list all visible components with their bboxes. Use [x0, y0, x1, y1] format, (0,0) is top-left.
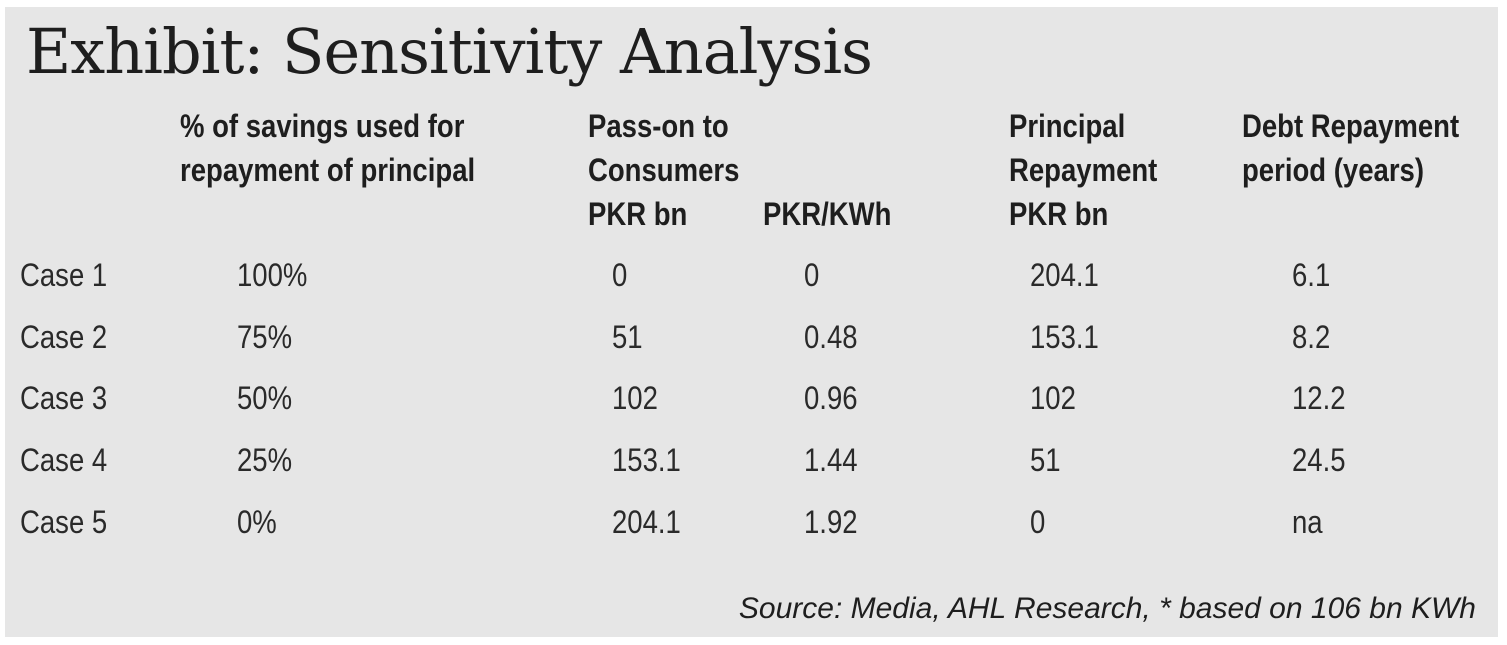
principal-repayment-cell: 153.1: [1030, 319, 1099, 355]
case-label: Case 5: [20, 504, 108, 540]
header-pass-on-group: Pass-on to Consumers PKR bn: [588, 104, 739, 236]
pass-on-pkr-bn-cell: 51: [612, 319, 643, 355]
pct-savings-cell: 0%: [237, 504, 277, 540]
pass-on-pkr-bn-cell: 102: [612, 380, 658, 416]
debt-period-cell: 12.2: [1292, 380, 1346, 416]
pass-on-pkr-bn-cell: 0: [612, 257, 628, 293]
pct-savings-cell: 100%: [237, 257, 308, 293]
header-pass-on-line-2: Consumers: [588, 152, 740, 188]
source-note: Source: Media, AHL Research, * based on …: [738, 592, 1476, 625]
pass-on-pkr-bn-cell: 153.1: [612, 442, 681, 478]
exhibit-title: Exhibit: Sensitivity Analysis: [26, 15, 873, 88]
debt-period-cell: 24.5: [1292, 442, 1346, 478]
header-debt-period: Debt Repayment period (years): [1242, 104, 1459, 192]
case-label: Case 1: [20, 257, 108, 293]
header-principal-repayment: Principal Repayment PKR bn: [1009, 104, 1157, 236]
case-label: Case 4: [20, 442, 108, 478]
header-pass-on-pkr-kwh: PKR/KWh: [763, 192, 891, 236]
debt-period-cell: 6.1: [1292, 257, 1331, 293]
header-pct-savings-line-1: % of savings used for: [180, 108, 465, 144]
pass-on-pkr-bn-cell: 204.1: [612, 504, 681, 540]
header-principal-line-2: Repayment: [1009, 152, 1158, 188]
header-pass-on-pkr-bn: PKR bn: [588, 196, 688, 232]
debt-period-cell: na: [1292, 504, 1323, 540]
principal-repayment-cell: 102: [1030, 380, 1076, 416]
header-debt-period-line-1: Debt Repayment: [1242, 108, 1460, 144]
header-pct-savings: % of savings used for repayment of princ…: [180, 104, 475, 192]
header-pct-savings-line-2: repayment of principal: [180, 152, 476, 188]
principal-repayment-cell: 0: [1030, 504, 1046, 540]
principal-repayment-cell: 51: [1030, 442, 1061, 478]
header-pkr-kwh-label: PKR/KWh: [763, 196, 892, 232]
pass-on-pkr-kwh-cell: 1.92: [804, 504, 858, 540]
pass-on-pkr-kwh-cell: 1.44: [804, 442, 858, 478]
header-principal-line-3: PKR bn: [1009, 196, 1109, 232]
pass-on-pkr-kwh-cell: 0.48: [804, 319, 858, 355]
header-debt-period-line-2: period (years): [1242, 152, 1424, 188]
header-principal-line-1: Principal: [1009, 108, 1126, 144]
case-label: Case 3: [20, 380, 108, 416]
pct-savings-cell: 75%: [237, 319, 293, 355]
pct-savings-cell: 25%: [237, 442, 293, 478]
principal-repayment-cell: 204.1: [1030, 257, 1099, 293]
pass-on-pkr-kwh-cell: 0.96: [804, 380, 858, 416]
pct-savings-cell: 50%: [237, 380, 293, 416]
exhibit-panel: Exhibit: Sensitivity Analysis % of savin…: [5, 7, 1498, 637]
header-pass-on-line-1: Pass-on to: [588, 108, 729, 144]
case-label: Case 2: [20, 319, 108, 355]
pass-on-pkr-kwh-cell: 0: [804, 257, 820, 293]
debt-period-cell: 8.2: [1292, 319, 1331, 355]
